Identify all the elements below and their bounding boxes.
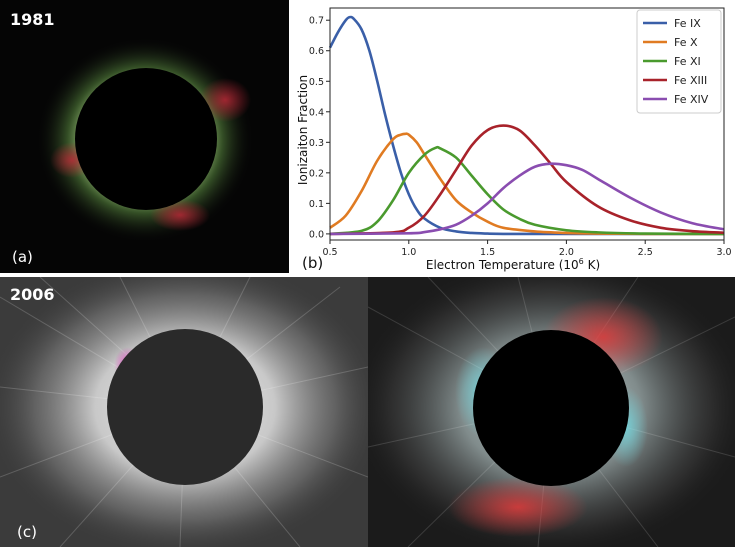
y-tick-label: 0.7: [309, 16, 324, 27]
legend-label: Fe IX: [674, 17, 701, 30]
moon-disk: [107, 329, 263, 485]
y-tick-label: 0.1: [309, 199, 324, 210]
red-emission-region: [199, 78, 251, 122]
series-line-fe-x: [329, 132, 725, 236]
x-tick-label: 2.0: [559, 247, 574, 258]
series-line-fe-xiii: [329, 124, 725, 236]
series-line-fe-ix: [328, 15, 724, 236]
axes: 0.5 1.0 1.5 2.0 2.5 3.0 0.0 0.1 0.2 0.3 0.4 0.5 0.6 0…: [309, 7, 732, 258]
legend-box: [636, 9, 722, 114]
x-tick-label: 3.0: [716, 247, 731, 258]
x-tick-label: 2.5: [638, 247, 653, 258]
y-tick-label: 0.0: [309, 229, 324, 240]
plot-frame: [329, 7, 725, 241]
eclipse-image-1981-panel: 1981 (a): [0, 0, 289, 273]
panel-label: (c): [17, 523, 37, 541]
y-axis-label: Ionizaiton Fraction: [296, 75, 310, 185]
legend-label: Fe X: [674, 36, 698, 49]
eclipse-image-2006-composite: [368, 277, 735, 547]
ionization-chart: 0.5 1.0 1.5 2.0 2.5 3.0 0.0 0.1 0.2 0.3 0.4 0.5 0.6 0…: [296, 7, 732, 272]
series-line-fe-xi: [329, 145, 725, 236]
year-label: 2006: [10, 285, 55, 304]
series-line-fe-xiv: [329, 162, 725, 236]
moon-disk: [473, 330, 629, 486]
x-tick-label: 1.0: [401, 247, 416, 258]
y-tick-label: 0.3: [309, 138, 324, 149]
panel-label: (a): [12, 248, 33, 266]
eclipse-image-2006-white-light-panel: 2006 (c): [0, 277, 368, 547]
y-tick-label: 0.5: [309, 77, 324, 88]
legend-label: Fe XIV: [674, 93, 709, 106]
legend-label: Fe XI: [674, 55, 701, 68]
eclipse-image-2006-white-light: [0, 277, 368, 547]
red-emission-region: [448, 477, 588, 537]
y-tick-label: 0.2: [309, 168, 324, 179]
y-tick-label: 0.6: [309, 46, 324, 57]
legend-label: Fe XIII: [674, 74, 707, 87]
x-tick-label: 0.5: [322, 247, 337, 258]
plot-area: [328, 15, 725, 236]
eclipse-image-2006-composite-svg: [368, 277, 735, 547]
year-label: 1981: [10, 10, 55, 29]
panel-label: (b): [302, 254, 324, 272]
eclipse-image-1981: [37, 38, 253, 242]
moon-disk: [75, 68, 217, 210]
ionization-chart-panel: 0.5 1.0 1.5 2.0 2.5 3.0 0.0 0.1 0.2 0.3 0.4 0.5 0.6 0…: [291, 0, 735, 276]
y-tick-label: 0.4: [309, 107, 324, 118]
x-tick-label: 1.5: [480, 247, 495, 258]
x-axis-label: Electron Temperature (106 K): [426, 257, 600, 272]
legend: Fe IX Fe X Fe XI Fe XIII Fe XIV: [636, 9, 722, 114]
